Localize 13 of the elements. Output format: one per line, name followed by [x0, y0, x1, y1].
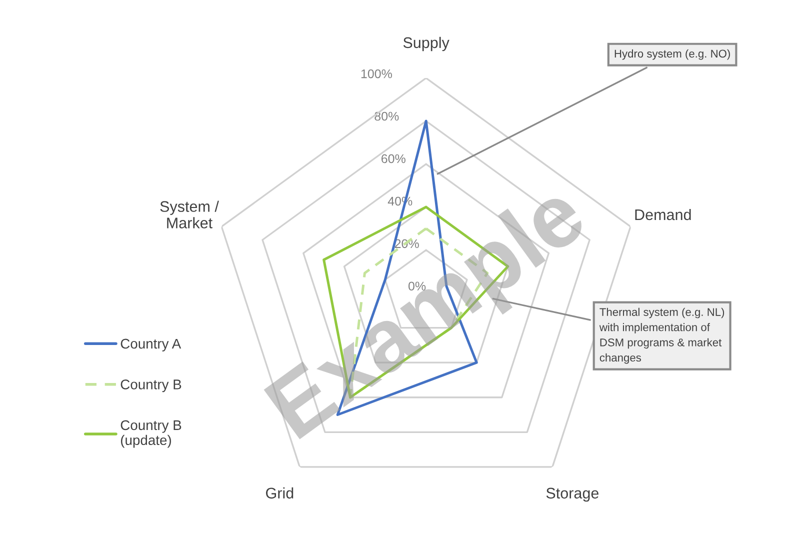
spoke-label: Demand — [635, 208, 691, 220]
legend-label: Country B (update) — [120, 420, 182, 448]
spoke-label: Grid — [266, 487, 294, 499]
spoke-label: Storage — [546, 488, 599, 502]
spoke-label: System / Market — [160, 200, 219, 228]
text: Hydro system (e.g. NO) — [614, 49, 730, 60]
spoke-label: Supply — [403, 36, 450, 52]
y-tick-label: 60% — [382, 154, 406, 164]
legend-label: Country B — [120, 380, 182, 392]
legend-label: Country A — [120, 338, 182, 352]
text: Thermal system (e.g. NL) with implementation of DSM programs & market changes — [599, 308, 724, 364]
y-tick-label: 100% — [361, 69, 392, 78]
y-tick-label: 80% — [374, 112, 399, 121]
